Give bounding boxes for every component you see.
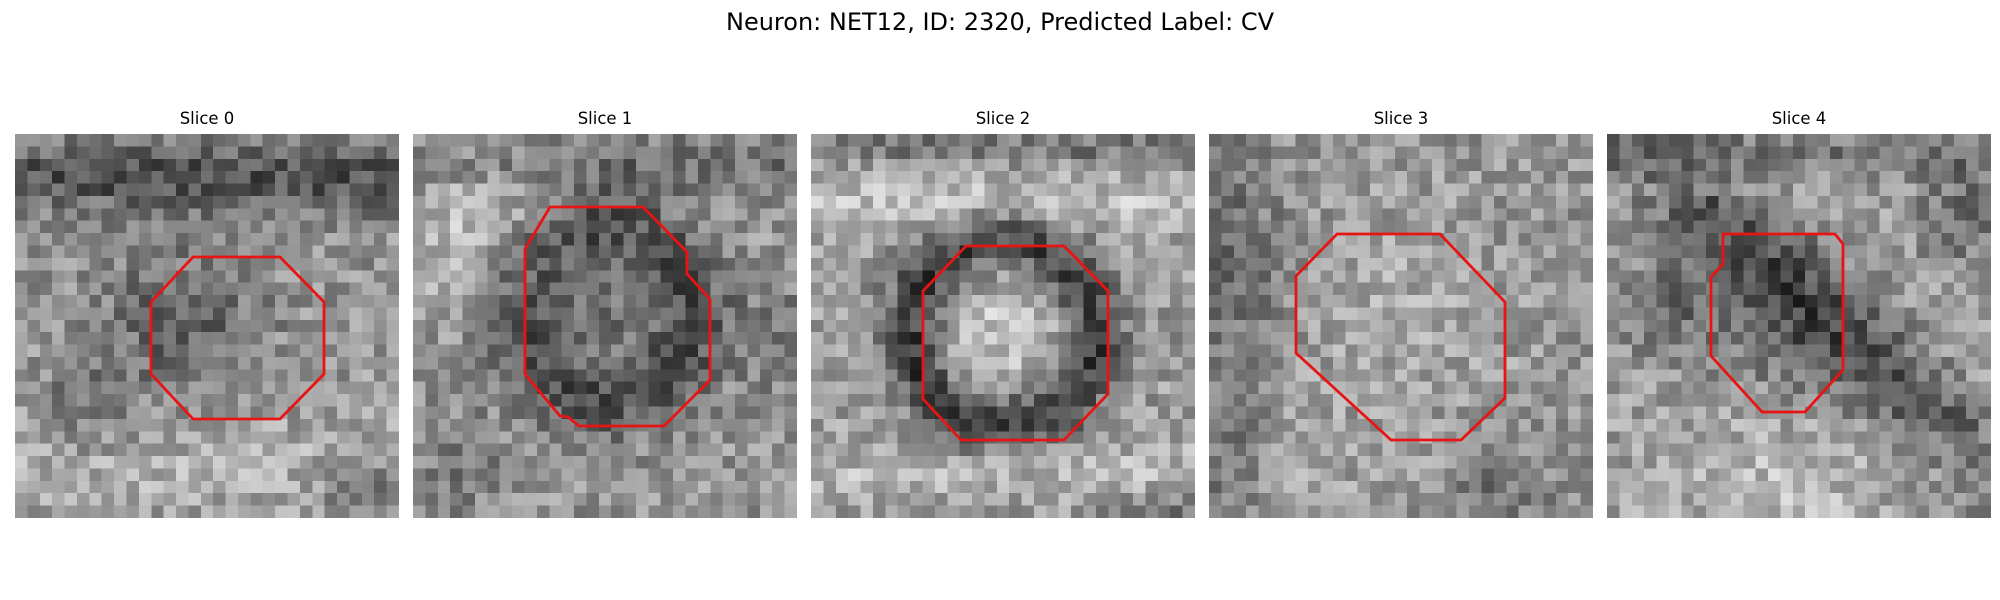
- grayscale-image: [15, 134, 399, 518]
- roi-outline: [149, 255, 326, 421]
- grayscale-image: [811, 134, 1195, 518]
- grayscale-image: [413, 134, 797, 518]
- roi-outline: [1294, 232, 1507, 442]
- slice-title: Slice 2: [975, 109, 1031, 128]
- slice-panel-4: Slice 4: [1607, 108, 1991, 518]
- slice-panel-2: Slice 2: [811, 108, 1195, 518]
- slice-title: Slice 0: [179, 109, 235, 128]
- slice-title: Slice 1: [577, 109, 633, 128]
- roi-outline: [921, 244, 1110, 442]
- slice-panel-0: Slice 0: [15, 108, 399, 518]
- slice-title: Slice 4: [1771, 109, 1827, 128]
- slice-title: Slice 3: [1373, 109, 1429, 128]
- grayscale-image: [1607, 134, 1991, 518]
- roi-outline: [1709, 232, 1845, 414]
- grayscale-image: [1209, 134, 1593, 518]
- slice-panel-1: Slice 1: [413, 108, 797, 518]
- figure-title: Neuron: NET12, ID: 2320, Predicted Label…: [726, 8, 1274, 36]
- roi-outline: [523, 205, 712, 428]
- slice-panel-3: Slice 3: [1209, 108, 1593, 518]
